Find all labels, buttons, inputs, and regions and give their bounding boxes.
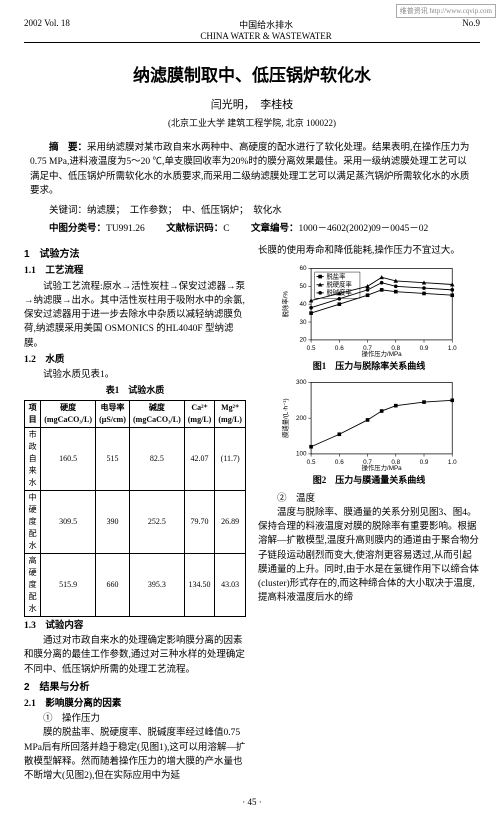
watermark: 维普资讯 http://www.cqvip.com — [396, 4, 496, 18]
doc-code-label: 文献标识码： — [166, 224, 223, 234]
svg-text:60: 60 — [300, 265, 308, 272]
figure-1-caption: 图1 压力与脱除率关系曲线 — [258, 360, 480, 374]
authors: 闫光明， 李桂枝 — [24, 96, 480, 112]
table-1: 项 目硬度(mgCaCO₃/L)电导率(μS/cm)碱度(mgCaCO₃/L)C… — [24, 400, 246, 617]
abstract: 摘 要：采用纳滤膜对某市政自来水两种中、高硬度的配水进行了软化处理。结果表明,在… — [30, 141, 474, 198]
abstract-label: 摘 要： — [49, 142, 87, 153]
section-2-1: 2.1 影响膜分离的因素 — [24, 697, 246, 711]
running-header: 2002 Vol. 18 中国给水排水 CHINA WATER & WASTEW… — [24, 18, 480, 43]
header-left: 2002 Vol. 18 — [24, 18, 70, 41]
keywords-label: 关键词： — [49, 206, 87, 216]
affiliation: (北京工业大学 建筑工程学院, 北京 100022) — [24, 116, 480, 129]
class-no: TU991.26 — [106, 224, 145, 234]
para-top-right: 长膜的使用寿命和降低能耗,操作压力不宜过大。 — [258, 244, 480, 258]
right-column: 长膜的使用寿命和降低能耗,操作压力不宜过大。 0.50.60.70.80.91.… — [258, 244, 480, 783]
svg-text:脱硬度率: 脱硬度率 — [326, 279, 352, 288]
page-number: · 45 · — [24, 797, 480, 807]
svg-text:操作压力/MPa: 操作压力/MPa — [362, 463, 403, 472]
left-column: 1 试验方法 1.1 工艺流程 试验工艺流程:原水→活性炭柱→保安过滤器→泵→纳… — [24, 244, 246, 783]
svg-text:30: 30 — [300, 318, 308, 325]
svg-text:100: 100 — [296, 451, 307, 458]
svg-text:0.6: 0.6 — [335, 344, 344, 351]
svg-text:50: 50 — [300, 283, 308, 290]
article-no: 1000－4602(2002)09－0045－02 — [298, 224, 428, 234]
section-1-1: 1.1 工艺流程 — [24, 264, 246, 278]
header-journal-cn: 中国给水排水 — [239, 20, 293, 30]
abstract-text: 采用纳滤膜对某市政自来水两种中、高硬度的配水进行了软化处理。结果表明,在操作压力… — [30, 143, 469, 196]
para-1-1: 试验工艺流程:原水→活性炭柱→保安过滤器→泵→纳滤膜→出水。其中活性炭柱用于吸附… — [24, 280, 246, 351]
para-2-1b: 温度与脱除率、膜通量的关系分别见图3、图4。保持合理的料液温度对膜的脱除率有重要… — [258, 506, 480, 606]
svg-text:200: 200 — [296, 415, 307, 422]
svg-text:0.9: 0.9 — [420, 459, 429, 466]
figure-2: 0.50.60.70.80.91.0100200300操作压力/MPa膜通量/(… — [258, 377, 480, 488]
svg-text:0.5: 0.5 — [307, 459, 316, 466]
svg-text:1.0: 1.0 — [448, 459, 457, 466]
svg-text:0.9: 0.9 — [420, 344, 429, 351]
section-1-3: 1.3 试验内容 — [24, 619, 246, 633]
figure-1: 0.50.60.70.80.91.02030405060操作压力/MPa脱除率/… — [258, 263, 480, 374]
section-2-1a: ① 操作压力 — [24, 712, 246, 726]
svg-text:0.5: 0.5 — [307, 344, 316, 351]
figure-2-caption: 图2 压力与膜通量关系曲线 — [258, 474, 480, 488]
para-1-2: 试验水质见表1。 — [24, 368, 246, 382]
svg-text:脱碱度率: 脱碱度率 — [326, 287, 352, 296]
keywords: 关键词：纳滤膜； 工作参数； 中、低压锅炉； 软化水 — [30, 204, 474, 218]
svg-text:0.6: 0.6 — [335, 459, 344, 466]
para-2-1: 膜的脱盐率、脱硬度率、脱碱度率经过峰值0.75 MPa后有所回落并趋于稳定(见图… — [24, 726, 246, 783]
svg-text:20: 20 — [300, 336, 308, 343]
svg-text:膜通量/(L·h⁻¹): 膜通量/(L·h⁻¹) — [281, 398, 290, 438]
header-right: No.9 — [462, 18, 480, 41]
section-1-2: 1.2 水质 — [24, 353, 246, 367]
class-label: 中图分类号： — [49, 224, 106, 234]
svg-text:脱除率/%: 脱除率/% — [281, 290, 290, 317]
article-no-label: 文章编号： — [251, 224, 299, 234]
keywords-text: 纳滤膜； 工作参数； 中、低压锅炉； 软化水 — [87, 206, 282, 216]
svg-text:1.0: 1.0 — [448, 344, 457, 351]
section-1: 1 试验方法 — [24, 247, 246, 262]
svg-text:操作压力/MPa: 操作压力/MPa — [362, 349, 403, 358]
section-2: 2 结果与分析 — [24, 680, 246, 695]
header-journal-en: CHINA WATER & WASTEWATER — [200, 31, 331, 41]
doc-code: C — [223, 224, 229, 234]
svg-text:脱盐率: 脱盐率 — [326, 271, 346, 280]
svg-text:40: 40 — [300, 300, 308, 307]
section-2-1b: ② 温度 — [258, 492, 480, 506]
paper-title: 纳滤膜制取中、低压锅炉软化水 — [24, 61, 480, 86]
svg-text:300: 300 — [296, 379, 307, 386]
classification-line: 中图分类号：TU991.26 文献标识码：C 文章编号：1000－4602(20… — [30, 220, 474, 234]
para-1-3: 通过对市政自来水的处理确定影响膜分离的因素和膜分离的最佳工作参数,通过对三种水样… — [24, 634, 246, 677]
table-1-caption: 表1 试验水质 — [24, 384, 246, 398]
